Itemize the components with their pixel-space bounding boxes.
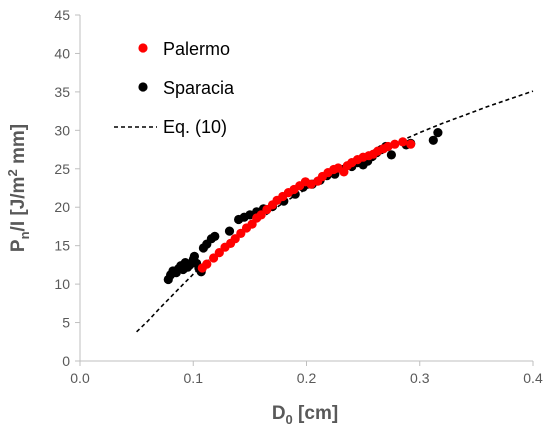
legend-label-palermo: Palermo <box>163 39 230 59</box>
data-point-palermo <box>236 228 246 238</box>
y-tick-label: 45 <box>54 7 70 23</box>
y-tick-label: 10 <box>54 276 70 292</box>
x-tick-label: 0.2 <box>297 370 317 386</box>
y-axis-title-sup: 2 <box>5 169 20 176</box>
x-axis-title-rest: [cm] <box>293 403 338 424</box>
data-point-palermo <box>390 139 400 149</box>
y-tick-label: 40 <box>54 45 70 61</box>
y-tick-label: 20 <box>54 199 70 215</box>
y-axis-title-c: mm] <box>8 124 29 169</box>
data-point-palermo <box>214 248 224 258</box>
legend: Palermo Sparacia Eq. (10) <box>114 39 235 137</box>
y-tick-label: 5 <box>62 315 70 331</box>
data-point-sparacia <box>386 150 396 160</box>
x-axis-title: D0 [cm] <box>272 403 338 427</box>
x-axis-title-sub: 0 <box>286 412 293 427</box>
y-tick-label: 0 <box>62 353 70 369</box>
x-axis-title-main: D <box>272 403 286 424</box>
y-axis-title: Pn/I [J/m2 mm] <box>5 124 32 252</box>
y-axis-title-b: /I [J/m <box>8 177 29 232</box>
x-tick-label: 0.1 <box>184 370 204 386</box>
y-axis-title-sub: n <box>17 231 32 239</box>
y-tick-label: 15 <box>54 238 70 254</box>
y-tick-label: 30 <box>54 122 70 138</box>
data-point-palermo <box>256 210 266 220</box>
legend-marker-palermo <box>138 43 148 53</box>
data-point-sparacia <box>224 226 235 236</box>
x-tick-labels: 0.0 0.1 0.2 0.3 0.4 <box>70 361 543 386</box>
x-tick-label: 0.4 <box>523 370 543 386</box>
y-axis-title-a: P <box>8 239 29 252</box>
legend-marker-sparacia <box>138 82 148 92</box>
x-tick-label: 0.0 <box>70 370 90 386</box>
data-point-palermo <box>202 259 212 269</box>
y-tick-label: 35 <box>54 84 70 100</box>
legend-label-sparacia: Sparacia <box>163 78 235 98</box>
y-tick-label: 25 <box>54 161 70 177</box>
x-tick-label: 0.3 <box>410 370 430 386</box>
data-point-palermo <box>398 137 408 147</box>
data-point-sparacia <box>189 251 199 261</box>
data-point-sparacia <box>210 231 220 241</box>
data-point-palermo <box>406 139 416 149</box>
data-point-palermo <box>209 253 219 263</box>
legend-label-eq10: Eq. (10) <box>163 117 227 137</box>
data-point-sparacia <box>433 128 443 138</box>
data-point-sparacia <box>428 135 438 145</box>
y-tick-labels: 0 5 10 15 20 25 30 35 40 45 <box>54 7 80 369</box>
plot-area <box>136 90 534 333</box>
